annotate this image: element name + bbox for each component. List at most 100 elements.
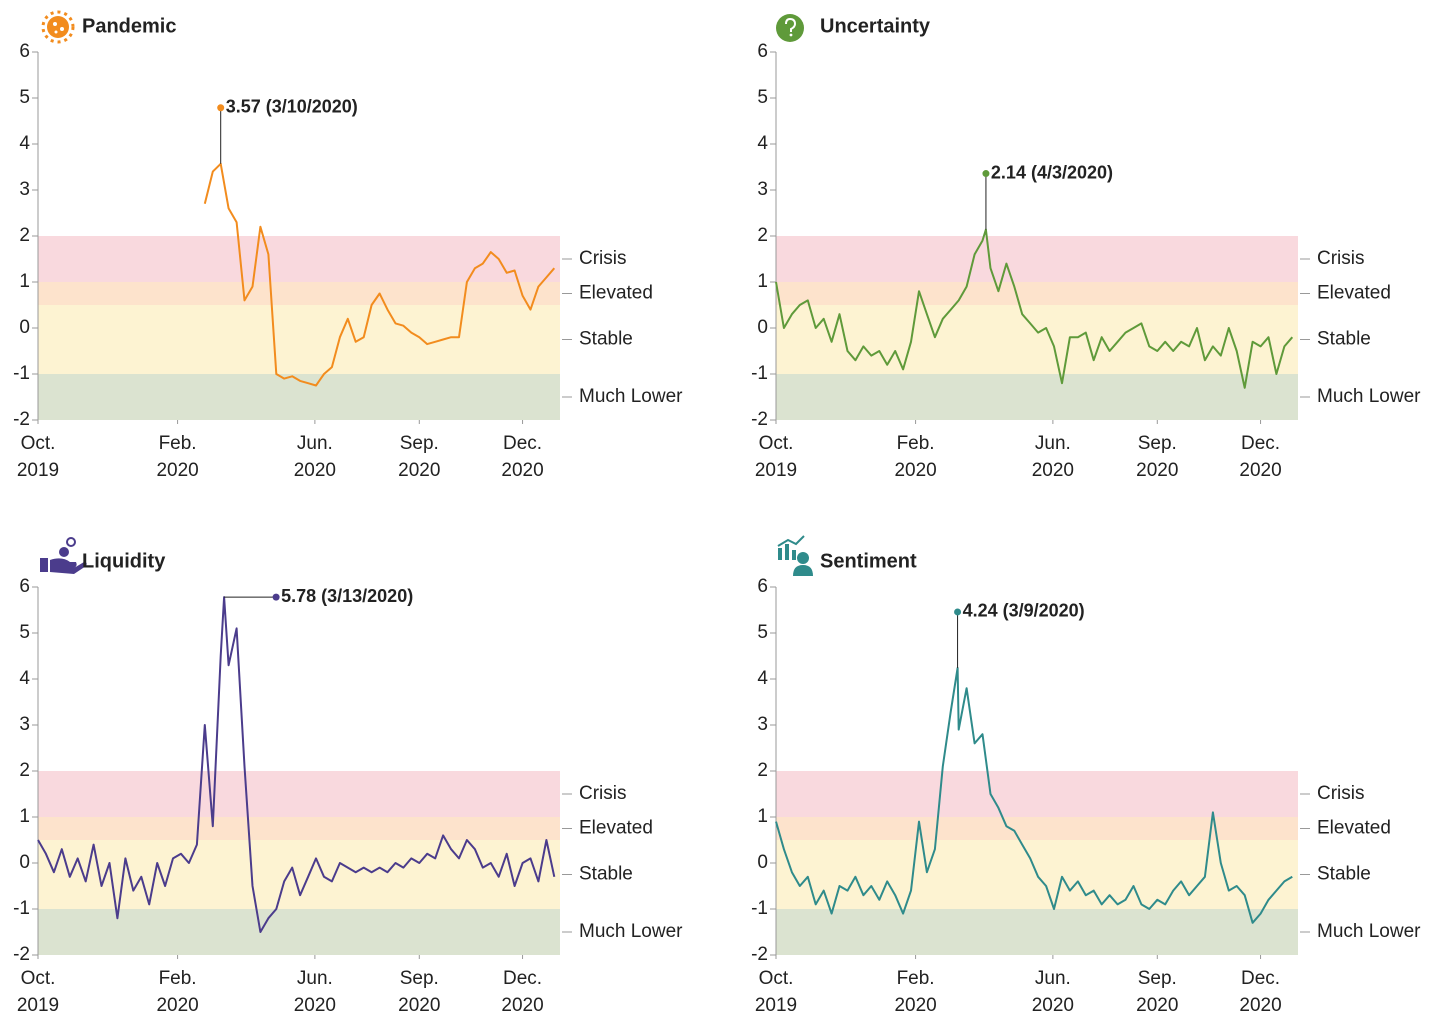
band bbox=[776, 817, 1298, 840]
annotation-dot bbox=[954, 608, 962, 616]
band-label: Stable bbox=[579, 329, 633, 350]
chart-panel: Uncertainty Crisis Elevated Stable Much Lowe… bbox=[751, 15, 1421, 481]
band bbox=[776, 236, 1298, 282]
y-tick-label: 1 bbox=[757, 806, 768, 827]
band bbox=[776, 374, 1298, 420]
y-tick-label: 1 bbox=[19, 806, 30, 827]
x-tick-label: Feb. bbox=[897, 968, 935, 989]
y-tick-label: -2 bbox=[751, 409, 768, 430]
y-tick-label: -1 bbox=[13, 363, 30, 384]
band-label: Crisis bbox=[1317, 248, 1365, 269]
y-tick-label: -2 bbox=[13, 944, 30, 965]
band bbox=[38, 771, 560, 817]
annotation-dot bbox=[982, 170, 990, 178]
x-tick-label: 2020 bbox=[156, 995, 198, 1016]
x-tick-label: 2019 bbox=[17, 460, 59, 481]
band bbox=[776, 282, 1298, 305]
chart-title: Liquidity bbox=[82, 550, 166, 572]
x-tick-label: Jun. bbox=[1035, 968, 1071, 989]
x-tick-label: Sep. bbox=[400, 433, 439, 454]
band-label: Much Lower bbox=[579, 386, 683, 407]
band-label: Crisis bbox=[579, 783, 627, 804]
y-tick-label: 4 bbox=[19, 133, 30, 154]
x-tick-label: Dec. bbox=[1241, 433, 1280, 454]
x-tick-label: 2020 bbox=[294, 995, 336, 1016]
x-tick-label: Sep. bbox=[1138, 968, 1177, 989]
chart-title: Uncertainty bbox=[820, 15, 931, 37]
x-tick-label: Jun. bbox=[1035, 433, 1071, 454]
y-tick-label: 3 bbox=[19, 179, 30, 200]
band-label: Stable bbox=[1317, 864, 1371, 885]
annotation-dot bbox=[272, 593, 280, 601]
x-tick-label: Oct. bbox=[21, 433, 56, 454]
y-tick-label: 2 bbox=[19, 760, 30, 781]
x-tick-label: Feb. bbox=[897, 433, 935, 454]
x-tick-label: Feb. bbox=[159, 433, 197, 454]
y-tick-label: 4 bbox=[757, 133, 768, 154]
band-label: Stable bbox=[1317, 329, 1371, 350]
chart-title: Pandemic bbox=[82, 15, 176, 37]
y-tick-label: 2 bbox=[757, 760, 768, 781]
y-tick-label: 4 bbox=[19, 668, 30, 689]
chart-panel: Pandemic Crisis Elevated Stable Much Lower -2… bbox=[13, 15, 683, 481]
x-tick-label: Dec. bbox=[1241, 968, 1280, 989]
annotation-label: 3.57 (3/10/2020) bbox=[226, 97, 358, 117]
y-tick-label: 6 bbox=[757, 41, 768, 62]
band-label: Crisis bbox=[1317, 783, 1365, 804]
band bbox=[38, 374, 560, 420]
x-tick-label: 2020 bbox=[398, 995, 440, 1016]
band-label: Elevated bbox=[1317, 283, 1391, 304]
y-tick-label: 6 bbox=[757, 576, 768, 597]
annotation-label: 5.78 (3/13/2020) bbox=[281, 586, 413, 606]
x-tick-label: 2019 bbox=[755, 460, 797, 481]
x-tick-label: 2019 bbox=[755, 995, 797, 1016]
x-tick-label: Sep. bbox=[400, 968, 439, 989]
band bbox=[38, 909, 560, 955]
y-tick-label: -1 bbox=[751, 898, 768, 919]
y-tick-label: 0 bbox=[757, 317, 768, 338]
x-tick-label: Sep. bbox=[1138, 433, 1177, 454]
series-line bbox=[37, 596, 556, 933]
band bbox=[38, 236, 560, 282]
x-tick-label: 2020 bbox=[1032, 995, 1074, 1016]
x-tick-label: Dec. bbox=[503, 433, 542, 454]
x-tick-label: 2020 bbox=[1136, 460, 1178, 481]
series-line bbox=[775, 228, 1294, 389]
annotation-label: 2.14 (4/3/2020) bbox=[991, 162, 1113, 182]
band bbox=[776, 305, 1298, 374]
band bbox=[38, 817, 560, 840]
y-tick-label: -2 bbox=[13, 409, 30, 430]
x-tick-label: Dec. bbox=[503, 968, 542, 989]
y-tick-label: 4 bbox=[757, 668, 768, 689]
chart-panel: Sentiment Crisis Elevated Stable Much Lower -… bbox=[751, 550, 1421, 1016]
band-label: Much Lower bbox=[1317, 921, 1421, 942]
band-label: Stable bbox=[579, 864, 633, 885]
series-line bbox=[775, 667, 1293, 924]
y-tick-label: 6 bbox=[19, 41, 30, 62]
band-label: Crisis bbox=[579, 248, 627, 269]
x-tick-label: Oct. bbox=[21, 968, 56, 989]
x-tick-label: Jun. bbox=[297, 968, 333, 989]
annotation-label: 4.24 (3/9/2020) bbox=[963, 601, 1085, 621]
x-tick-label: Jun. bbox=[297, 433, 333, 454]
y-tick-label: -1 bbox=[13, 898, 30, 919]
band bbox=[776, 909, 1298, 955]
y-tick-label: -2 bbox=[751, 944, 768, 965]
y-tick-label: 5 bbox=[757, 622, 768, 643]
band bbox=[38, 305, 560, 374]
band-label: Elevated bbox=[579, 283, 653, 304]
y-tick-label: 1 bbox=[757, 271, 768, 292]
x-tick-label: 2020 bbox=[1239, 995, 1281, 1016]
y-tick-label: 0 bbox=[757, 852, 768, 873]
x-tick-label: 2020 bbox=[894, 460, 936, 481]
liquidity-icon bbox=[40, 537, 87, 574]
y-tick-label: 2 bbox=[19, 225, 30, 246]
band-label: Much Lower bbox=[1317, 386, 1421, 407]
x-tick-label: 2020 bbox=[156, 460, 198, 481]
y-tick-label: 5 bbox=[19, 622, 30, 643]
x-tick-label: 2020 bbox=[1032, 460, 1074, 481]
y-tick-label: 5 bbox=[757, 87, 768, 108]
y-tick-label: 3 bbox=[757, 714, 768, 735]
x-tick-label: 2020 bbox=[894, 995, 936, 1016]
